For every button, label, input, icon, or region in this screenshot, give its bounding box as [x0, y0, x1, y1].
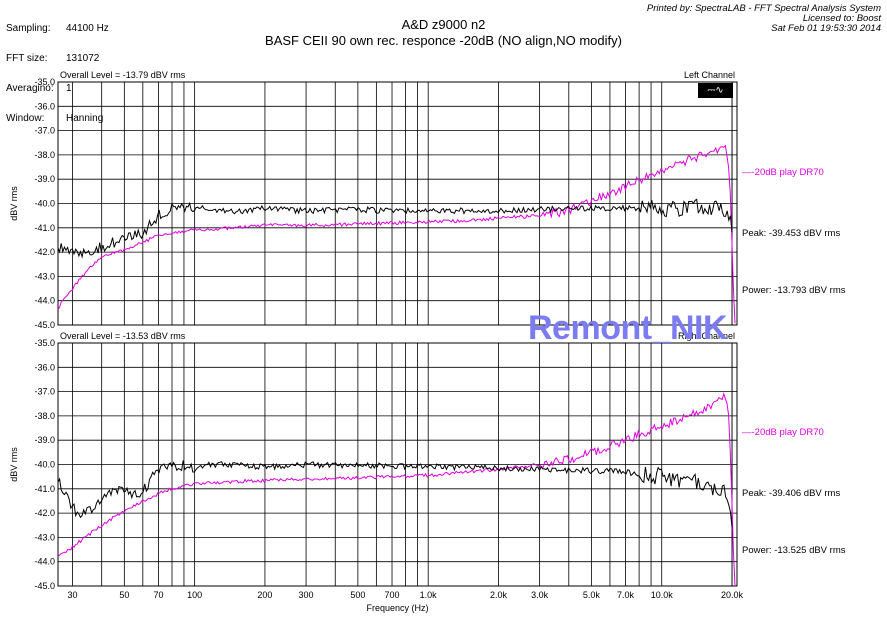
window-value: Hanning — [66, 113, 104, 124]
x-tick-label: 30 — [68, 590, 78, 600]
legend-bottom-peak: Peak: -39.406 dBV rms — [742, 488, 841, 499]
fft-size-label: FFT size: — [6, 53, 48, 64]
fft-size-value: 131072 — [66, 53, 100, 64]
averaging-label: Averagino: — [6, 83, 54, 94]
y-tick-label: -44.0 — [34, 557, 55, 567]
series-line — [57, 144, 736, 324]
x-tick-label: 500 — [350, 590, 365, 600]
y-tick-label: -45.0 — [34, 320, 55, 330]
legend-bottom: —-20dB play DR70 Peak: -39.406 dBV rms P… — [742, 405, 846, 567]
x-tick-label: 300 — [299, 590, 314, 600]
y-tick-label: -35.0 — [34, 338, 55, 348]
y-tick-label: -37.0 — [34, 126, 55, 136]
legend-top-power: Power: -13.793 dBV rms — [742, 285, 846, 296]
series-line — [57, 460, 733, 528]
y-axis-label: dBV rms — [9, 186, 19, 221]
legend-bottom-power: Power: -13.525 dBV rms — [742, 545, 846, 556]
y-tick-label: -41.0 — [34, 484, 55, 494]
toolbar-icon[interactable]: ⎓∿ — [698, 83, 733, 98]
chart-subtitle: BASF CEII 90 own rec. responce -20dB (NO… — [265, 33, 622, 48]
watermark: Remont_NIK — [528, 309, 728, 347]
x-tick-label: 20.0k — [721, 590, 744, 600]
y-tick-label: -36.0 — [34, 362, 55, 372]
plot-frame — [57, 81, 738, 326]
y-tick-label: -43.0 — [34, 271, 55, 281]
print-timestamp: Sat Feb 01 19:53:30 2014 — [771, 23, 881, 34]
x-tick-label: 700 — [384, 590, 399, 600]
header-values: 44100 Hz 131072 1 Hanning — [66, 4, 109, 134]
y-tick-label: -36.0 — [34, 101, 55, 111]
x-tick-label: 3.0k — [531, 590, 549, 600]
x-tick-label: 70 — [153, 590, 163, 600]
overall-level-label: Overall Level = -13.53 dBV rms — [60, 331, 186, 341]
series-line — [57, 392, 736, 587]
y-tick-label: -40.0 — [34, 460, 55, 470]
y-tick-label: -45.0 — [34, 581, 55, 591]
legend-top-series: —-20dB play DR70 — [742, 167, 824, 178]
channel-label: Left Channel — [684, 70, 735, 80]
plot-frame — [57, 342, 738, 587]
y-tick-label: -40.0 — [34, 199, 55, 209]
header-labels: Sampling: FFT size: Averagino: Window: — [6, 4, 54, 134]
series-line — [57, 198, 733, 259]
licensed-to: Licensed to: Boost — [802, 13, 881, 24]
y-tick-label: -37.0 — [34, 387, 55, 397]
averaging-value: 1 — [66, 83, 72, 94]
x-tick-label: 50 — [119, 590, 129, 600]
legend-top: —-20dB play DR70 Peak: -39.453 dBV rms P… — [742, 145, 846, 307]
y-tick-label: -44.0 — [34, 296, 55, 306]
x-tick-label: 2.0k — [490, 590, 508, 600]
printed-by: Printed by: SpectraLAB - FFT Spectral An… — [646, 3, 881, 14]
y-axis-label: dBV rms — [9, 447, 19, 482]
legend-top-peak: Peak: -39.453 dBV rms — [742, 228, 841, 239]
y-tick-label: -39.0 — [34, 174, 55, 184]
y-tick-label: -39.0 — [34, 435, 55, 445]
overall-level-label: Overall Level = -13.79 dBV rms — [60, 70, 186, 80]
y-tick-label: -42.0 — [34, 508, 55, 518]
x-tick-label: 1.0k — [420, 590, 438, 600]
x-tick-label: 100 — [187, 590, 202, 600]
x-tick-label: 5.0k — [583, 590, 601, 600]
sampling-value: 44100 Hz — [66, 23, 109, 34]
sampling-label: Sampling: — [6, 23, 51, 34]
y-tick-label: -43.0 — [34, 532, 55, 542]
y-tick-label: -35.0 — [34, 77, 55, 87]
y-tick-label: -38.0 — [34, 150, 55, 160]
x-axis-label: Frequency (Hz) — [366, 603, 428, 613]
x-tick-label: 200 — [257, 590, 272, 600]
channel-label: Right Channel — [678, 331, 735, 341]
x-tick-label: 7.0k — [617, 590, 635, 600]
y-tick-label: -41.0 — [34, 223, 55, 233]
y-tick-label: -42.0 — [34, 247, 55, 257]
y-tick-label: -38.0 — [34, 411, 55, 421]
window-label: Window: — [6, 113, 45, 124]
chart-title: A&D z9000 n2 — [401, 17, 486, 32]
legend-bottom-series: —-20dB play DR70 — [742, 427, 824, 438]
x-tick-label: 10.0k — [651, 590, 674, 600]
